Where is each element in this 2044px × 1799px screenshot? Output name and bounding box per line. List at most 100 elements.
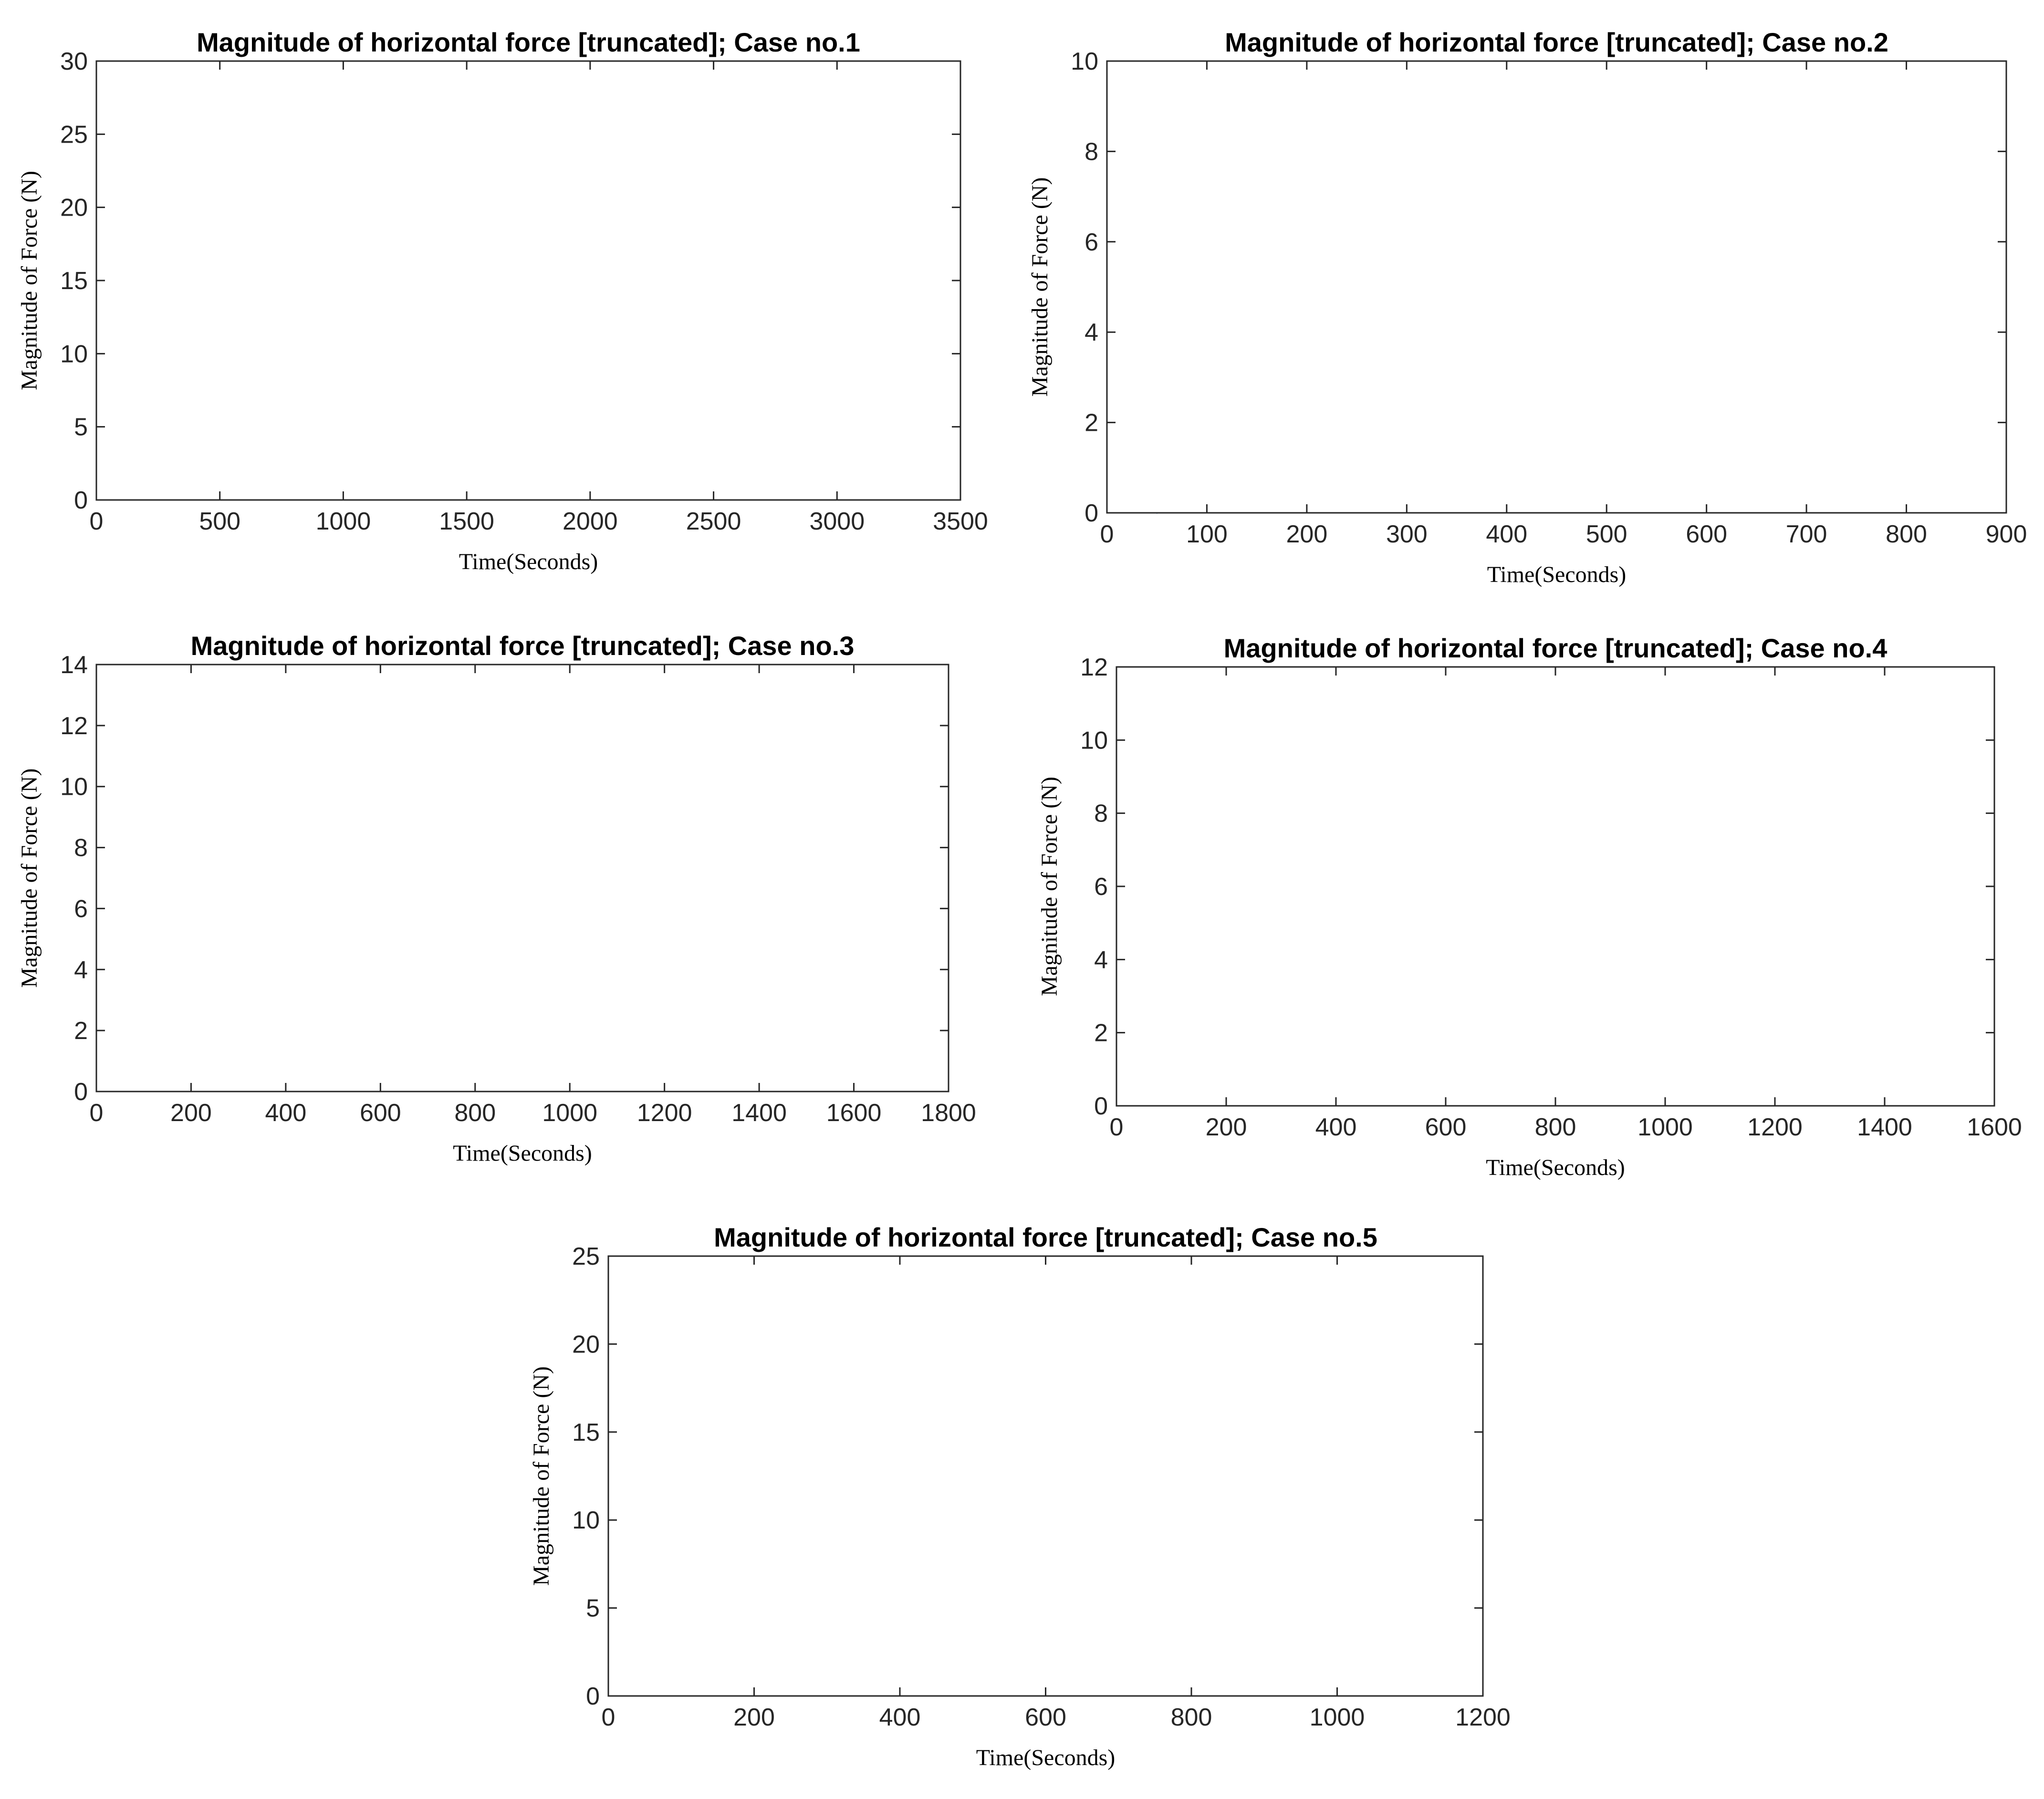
x-tick-label: 1200 <box>637 1099 692 1127</box>
x-tick-label: 3000 <box>809 508 865 535</box>
y-tick-label: 6 <box>74 895 88 923</box>
y-tick-label: 0 <box>74 487 88 514</box>
plot-frame <box>95 664 949 1092</box>
y-tick-label: 10 <box>1071 48 1098 75</box>
x-tick-label: 600 <box>360 1099 401 1127</box>
y-axis-label: Magnitude of Force (N) <box>1037 777 1062 996</box>
y-tick-label: 2 <box>1094 1019 1108 1047</box>
x-tick-label: 1600 <box>1967 1113 2022 1141</box>
x-tick-label: 500 <box>1586 520 1627 548</box>
x-tick-label: 0 <box>1100 520 1114 548</box>
y-tick-label: 14 <box>60 651 88 679</box>
plot-frame <box>1116 666 1995 1107</box>
y-tick-label: 6 <box>1085 229 1098 256</box>
y-tick-label: 20 <box>572 1331 600 1358</box>
x-tick-label: 400 <box>879 1704 921 1731</box>
y-tick-label: 10 <box>572 1507 600 1534</box>
x-tick-label: 0 <box>90 1099 104 1127</box>
x-tick-label: 100 <box>1186 520 1228 548</box>
plot-frame <box>607 1255 1484 1697</box>
x-tick-label: 400 <box>1315 1113 1357 1141</box>
x-tick-label: 400 <box>265 1099 307 1127</box>
x-axis-label: Time(Seconds) <box>1487 562 1627 587</box>
y-tick-label: 2 <box>1085 409 1098 437</box>
y-tick-label: 25 <box>60 121 88 148</box>
x-tick-label: 1400 <box>1857 1113 1912 1141</box>
y-tick-label: 8 <box>1085 138 1098 166</box>
y-tick-label: 8 <box>1094 800 1108 828</box>
x-tick-label: 1000 <box>316 508 371 535</box>
y-tick-label: 8 <box>74 834 88 862</box>
x-tick-label: 800 <box>1886 520 1927 548</box>
chart-case-2: 0 100 200 300 400 500 600 700 800 900 0 2 4 6 8 10 Magni… <box>1027 27 2027 587</box>
x-tick-label: 1200 <box>1455 1704 1511 1731</box>
y-tick-label: 2 <box>74 1017 88 1045</box>
x-tick-label: 2500 <box>686 508 741 535</box>
x-tick-label: 0 <box>602 1704 615 1731</box>
x-tick-label: 2000 <box>563 508 618 535</box>
y-tick-label: 6 <box>1094 873 1108 901</box>
x-tick-label: 0 <box>1110 1113 1124 1141</box>
y-tick-label: 10 <box>1080 727 1108 754</box>
x-tick-label: 300 <box>1386 520 1428 548</box>
x-tick-label: 1000 <box>1637 1113 1693 1141</box>
y-tick-label: 0 <box>1094 1092 1108 1120</box>
x-tick-label: 400 <box>1486 520 1527 548</box>
y-axis-label: Magnitude of Force (N) <box>17 171 42 390</box>
x-tick-label: 1400 <box>731 1099 787 1127</box>
chart-case-1: 0 500 1000 1500 2000 2500 3000 3500 0 5 10 15 20 25 30… <box>17 27 988 574</box>
chart-title: Magnitude of horizontal force [truncated… <box>1224 633 1888 663</box>
x-tick-label: 800 <box>1171 1704 1212 1731</box>
y-tick-label: 4 <box>1094 946 1108 974</box>
y-axis-label: Magnitude of Force (N) <box>529 1366 554 1586</box>
x-tick-label: 600 <box>1025 1704 1066 1731</box>
y-tick-label: 5 <box>586 1595 600 1622</box>
x-tick-label: 600 <box>1425 1113 1467 1141</box>
x-tick-label: 200 <box>1286 520 1328 548</box>
x-tick-label: 700 <box>1786 520 1827 548</box>
y-tick-label: 15 <box>572 1419 600 1446</box>
y-tick-label: 12 <box>1080 654 1108 681</box>
x-axis-label: Time(Seconds) <box>453 1141 592 1166</box>
y-tick-label: 10 <box>60 340 88 368</box>
x-axis-label: Time(Seconds) <box>1486 1155 1625 1180</box>
y-tick-label: 4 <box>74 956 88 984</box>
x-tick-label: 900 <box>1986 520 2027 548</box>
y-axis-label: Magnitude of Force (N) <box>1027 177 1053 397</box>
x-tick-label: 500 <box>199 508 240 535</box>
y-tick-label: 30 <box>60 48 88 75</box>
y-tick-label: 20 <box>60 194 88 222</box>
x-tick-label: 200 <box>170 1099 212 1127</box>
y-tick-label: 10 <box>60 773 88 801</box>
x-tick-label: 200 <box>733 1704 775 1731</box>
chart-case-3: 0 200 400 600 800 1000 1200 1400 1600 1800 0 2 4 6 8 10… <box>17 631 976 1166</box>
y-tick-label: 15 <box>60 267 88 295</box>
x-tick-label: 1500 <box>439 508 494 535</box>
y-tick-label: 0 <box>74 1078 88 1106</box>
x-tick-label: 1000 <box>1310 1704 1365 1731</box>
x-tick-label: 1000 <box>542 1099 597 1127</box>
y-tick-label: 4 <box>1085 319 1098 346</box>
plot-frame <box>95 60 961 501</box>
x-axis-label: Time(Seconds) <box>976 1745 1116 1770</box>
x-tick-label: 800 <box>1535 1113 1576 1141</box>
x-axis-label: Time(Seconds) <box>459 549 598 574</box>
chart-title: Magnitude of horizontal force [truncated… <box>197 27 860 57</box>
y-tick-label: 0 <box>1085 499 1098 527</box>
chart-case-5: 0 200 400 600 800 1000 1200 0 5 10 15 20 25 Magnitude… <box>529 1222 1511 1770</box>
y-tick-label: 5 <box>74 414 88 441</box>
chart-title: Magnitude of horizontal force [truncated… <box>191 631 855 661</box>
y-axis-label: Magnitude of Force (N) <box>17 769 42 988</box>
x-tick-label: 1800 <box>921 1099 976 1127</box>
chart-case-4: 0 200 400 600 800 1000 1200 1400 1600 0 2 4 6 8 10 12 Ma… <box>1037 633 2022 1180</box>
y-tick-label: 25 <box>572 1243 600 1270</box>
x-tick-label: 200 <box>1206 1113 1247 1141</box>
plot-frame <box>1106 60 2007 514</box>
chart-title: Magnitude of horizontal force [truncated… <box>714 1222 1377 1252</box>
x-tick-label: 600 <box>1686 520 1727 548</box>
x-tick-label: 0 <box>90 508 104 535</box>
x-tick-label: 1200 <box>1747 1113 1803 1141</box>
x-tick-label: 800 <box>454 1099 496 1127</box>
x-tick-label: 3500 <box>933 508 988 535</box>
